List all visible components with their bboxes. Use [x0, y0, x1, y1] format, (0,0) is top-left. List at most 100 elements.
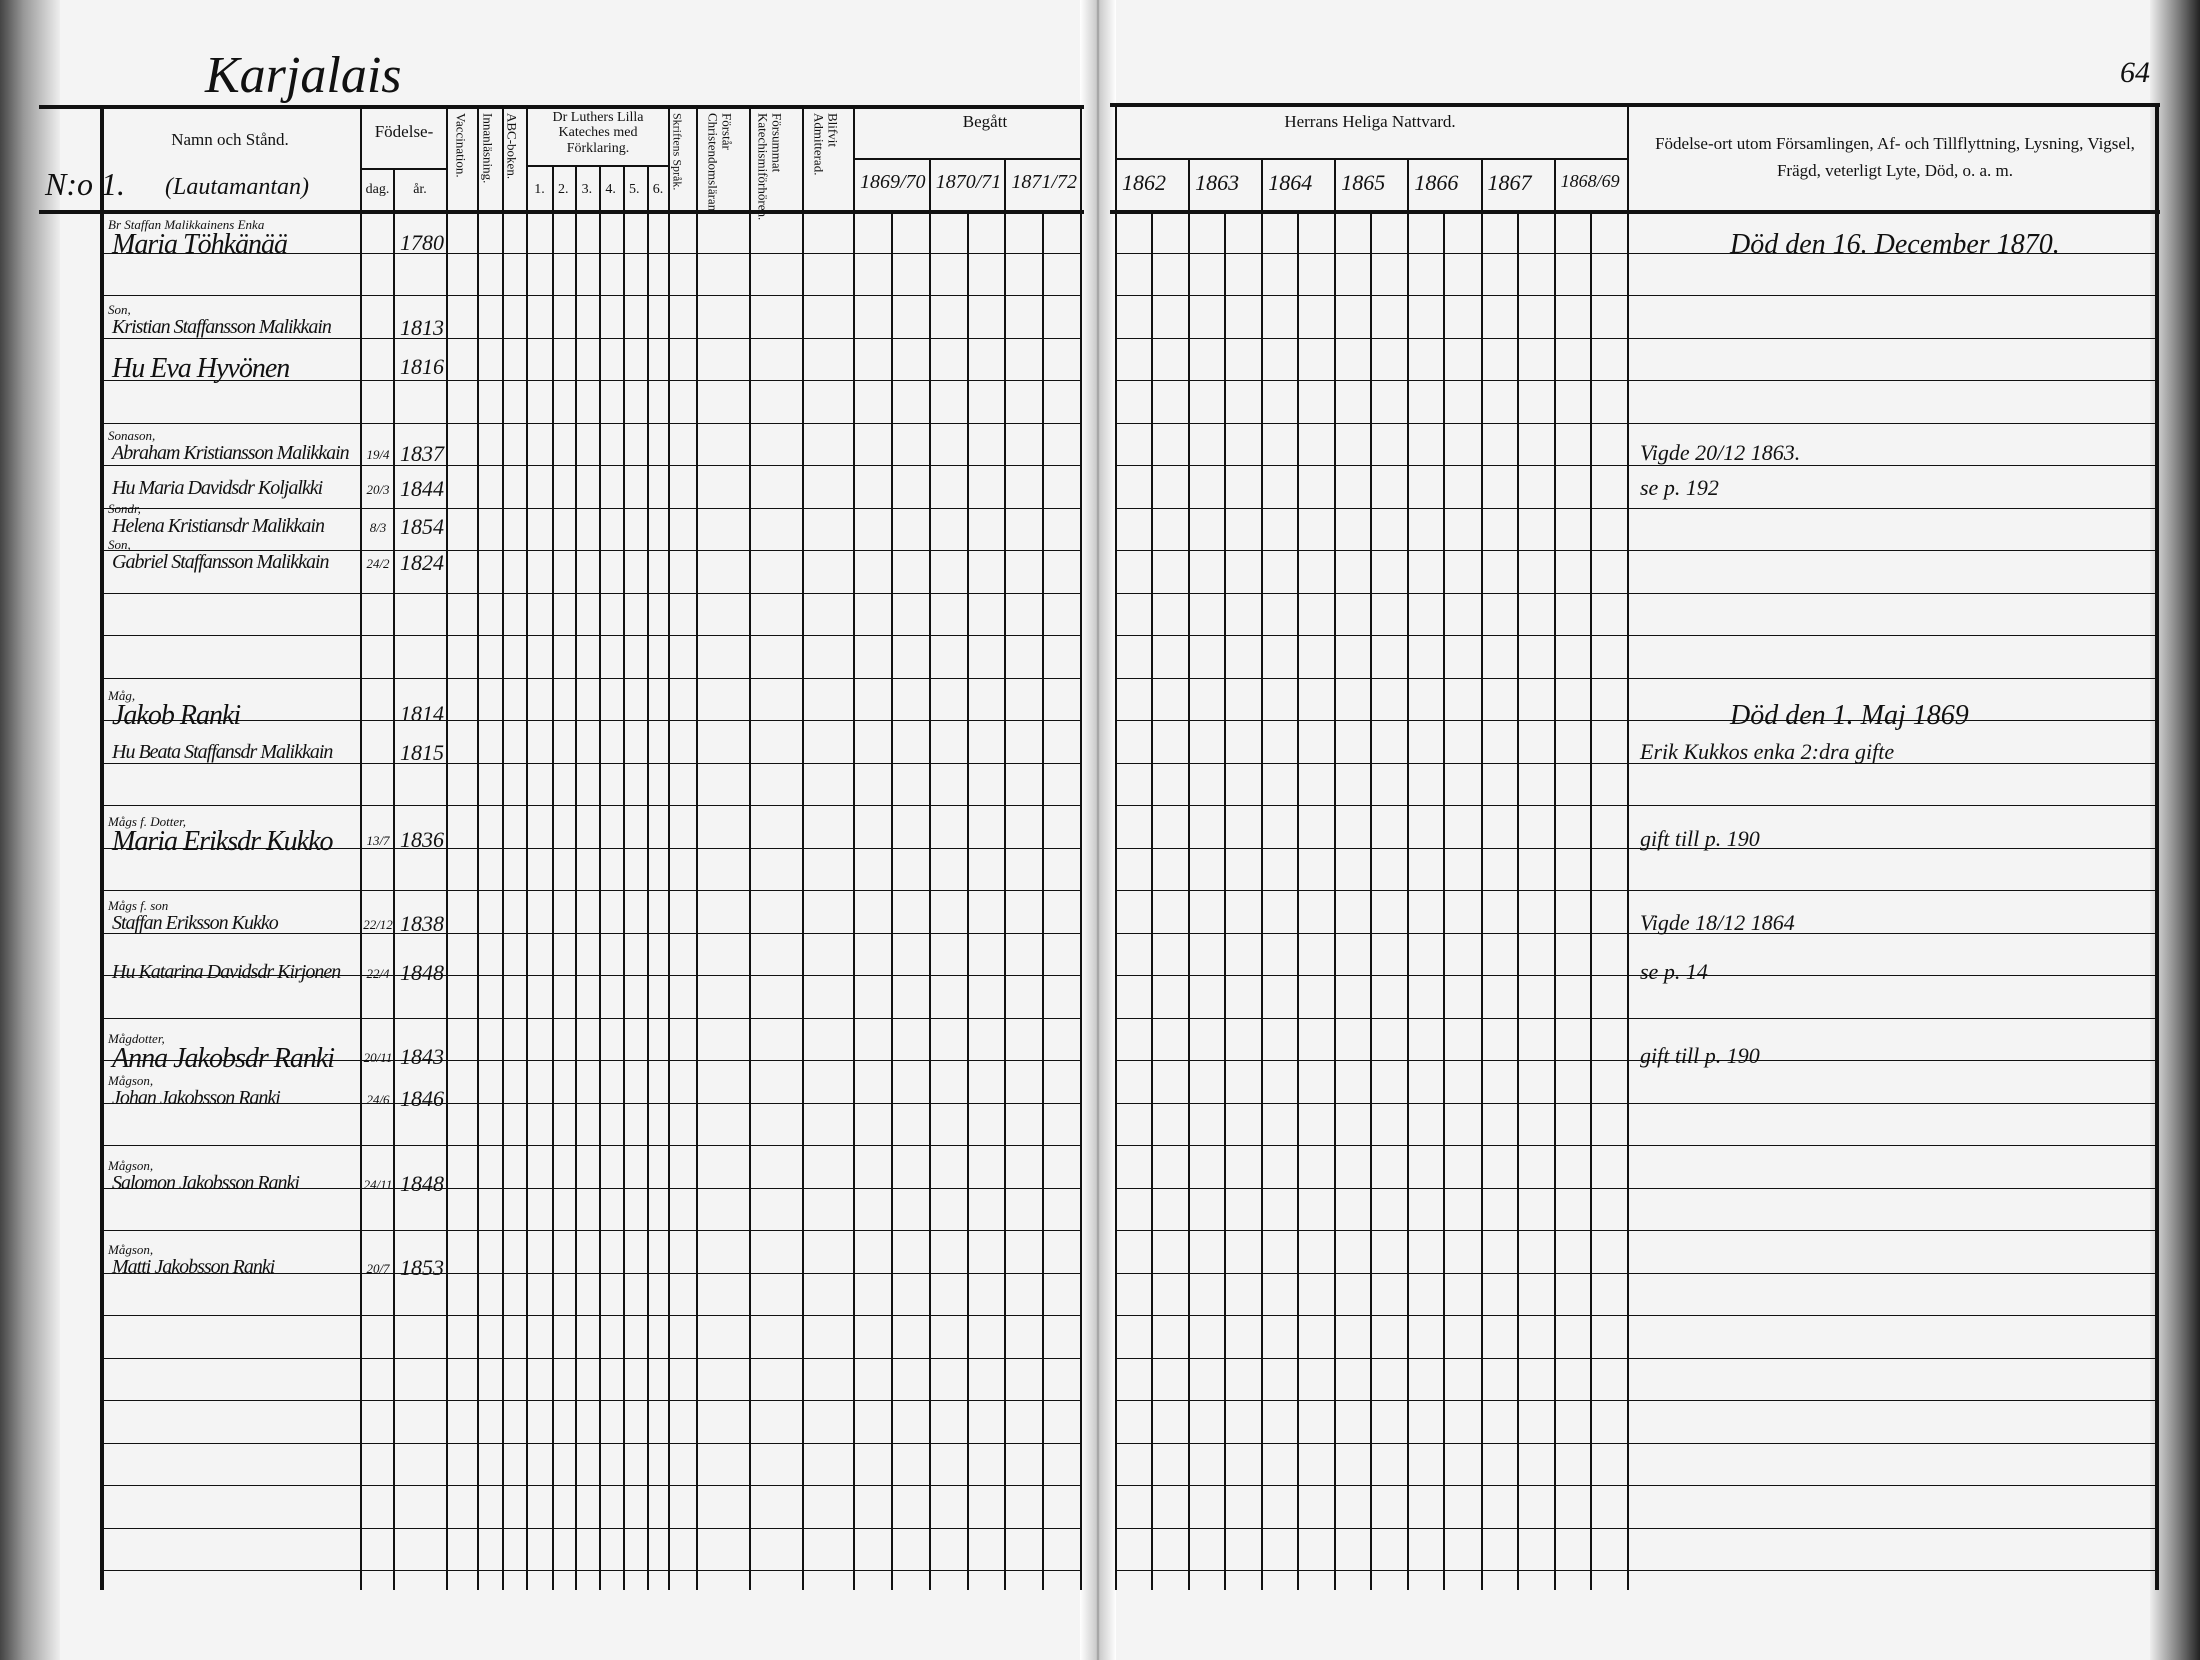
book-gutter — [1080, 0, 1116, 1660]
birth-day: 20/11 — [363, 1050, 393, 1065]
luther-subrule — [528, 165, 668, 167]
row-rule — [102, 1442, 1080, 1444]
person-name: Anna Jakobsdr Ranki — [112, 1043, 335, 1074]
parish-title: Karjalais — [205, 47, 402, 104]
header-day: dag. — [365, 182, 390, 197]
column-rule — [1151, 210, 1153, 1590]
row-rule — [1115, 762, 2155, 764]
row-rule — [102, 635, 1080, 636]
column-rule — [1297, 210, 1300, 1590]
header-luther-part: 5. — [629, 182, 640, 197]
row-rule — [102, 1145, 1080, 1146]
column-rule — [1188, 158, 1191, 1590]
person-name: Jakob Ranki — [112, 700, 241, 731]
remark-text: Död den 1. Maj 1869 — [1730, 700, 1969, 731]
header-remarks: Födelse-ort utom Församlingen, Af- och T… — [1655, 134, 2135, 181]
header-luther-part: 6. — [652, 182, 664, 197]
row-rule — [1115, 1400, 2155, 1401]
right-border — [2155, 105, 2159, 1590]
nattvard-subrule — [1115, 158, 1627, 160]
person-name: Johan Jakobsson Ranki — [112, 1087, 281, 1109]
header-name: Namn och Stånd. — [171, 130, 289, 149]
column-rule — [1334, 158, 1337, 1590]
row-rule — [102, 805, 1080, 806]
header-luther: Dr Luthers Lilla Kateches med Förklaring… — [552, 110, 644, 156]
birth-year: 1843 — [400, 1044, 444, 1069]
row-rule — [1115, 1527, 2155, 1529]
birth-year: 1836 — [400, 827, 444, 852]
header-bottom-rule — [1110, 210, 2160, 214]
remark-text: Erik Kukkos enka 2:dra gifte — [1640, 739, 1895, 764]
person-name: Salomon Jakobsson Ranki — [112, 1172, 300, 1194]
header-luther-part: 4. — [605, 182, 616, 197]
person-relation: Mågs f. Dotter, — [108, 814, 186, 829]
header-forstar: Förstår Christendomsläran. — [705, 113, 735, 215]
remark-text: se p. 14 — [1640, 959, 1708, 984]
row-rule — [102, 1230, 1080, 1231]
row-rule — [102, 847, 1080, 849]
header-top-rule — [39, 105, 1084, 109]
row-rule — [102, 932, 1080, 934]
column-rule — [891, 210, 893, 1590]
birth-year: 1816 — [400, 354, 444, 379]
row-rule — [1115, 507, 2155, 509]
row-rule — [1115, 1272, 2155, 1274]
row-rule — [102, 550, 1080, 551]
birth-year: 1837 — [400, 441, 444, 466]
column-rule — [966, 210, 969, 1590]
row-rule — [1115, 465, 2155, 466]
row-rule — [1115, 1357, 2155, 1359]
birth-day: 24/11 — [363, 1177, 393, 1192]
row-rule — [1115, 635, 2155, 636]
row-rule — [102, 1315, 1080, 1316]
person-relation: Mågdotter, — [108, 1031, 165, 1046]
birth-day: 20/3 — [366, 482, 390, 497]
row-rule — [102, 1187, 1080, 1189]
nattvard-year-label: 1863 — [1195, 170, 1240, 195]
row-rule — [1115, 1442, 2155, 1444]
birth-day: 8/3 — [369, 520, 387, 535]
column-rule — [1004, 158, 1007, 1590]
person-name: Maria Eriksdr Kukko — [112, 826, 334, 857]
birth-year: 1846 — [400, 1086, 444, 1111]
row-rule — [1115, 252, 2155, 254]
header-skrift: Skriftens Språk. — [670, 113, 685, 191]
row-rule — [1115, 295, 2155, 296]
row-rule — [102, 677, 1080, 679]
household-number: N:o 1. — [45, 166, 125, 202]
row-rule — [1115, 337, 2155, 339]
birth-year: 1780 — [400, 230, 444, 255]
row-rule — [1115, 1315, 2155, 1316]
person-relation: Son, — [108, 302, 131, 317]
nattvard-year-label: 1864 — [1268, 170, 1313, 195]
row-rule — [102, 295, 1080, 296]
remark-text: Vigde 20/12 1863. — [1640, 440, 1801, 465]
row-rule — [1115, 720, 2155, 721]
person-name: Matti Jakobsson Ranki — [112, 1256, 275, 1278]
column-rule — [1443, 210, 1446, 1590]
header-luther-part: 3. — [581, 182, 593, 197]
person-name: Staffan Eriksson Kukko — [112, 912, 279, 934]
person-relation: Br Staffan Malikkainens Enka — [108, 217, 265, 232]
column-rule — [551, 165, 554, 1590]
remark-text: Vigde 18/12 1864 — [1640, 910, 1795, 935]
row-rule — [102, 1570, 1080, 1571]
row-rule — [1115, 890, 2155, 891]
column-rule — [1370, 210, 1373, 1590]
column-rule — [1589, 210, 1592, 1590]
row-rule — [1115, 1230, 2155, 1231]
row-rule — [1115, 1485, 2155, 1486]
column-rule — [1080, 105, 1082, 1590]
household-status: (Lautamantan) — [165, 174, 309, 200]
birth-year: 1844 — [400, 476, 444, 501]
birth-year: 1813 — [400, 315, 444, 340]
begatt-subrule — [855, 158, 1080, 160]
row-rule — [1115, 592, 2155, 594]
birth-year: 1848 — [400, 1171, 444, 1196]
person-name: Helena Kristiansdr Malikkain — [112, 515, 325, 537]
row-rule — [102, 1485, 1080, 1486]
begatt-year-label: 1871/72 — [1011, 171, 1077, 193]
person-name: Hu Beata Staffansdr Malikkain — [112, 741, 333, 763]
row-rule — [102, 1527, 1080, 1529]
remark-text: gift till p. 190 — [1640, 1043, 1760, 1068]
